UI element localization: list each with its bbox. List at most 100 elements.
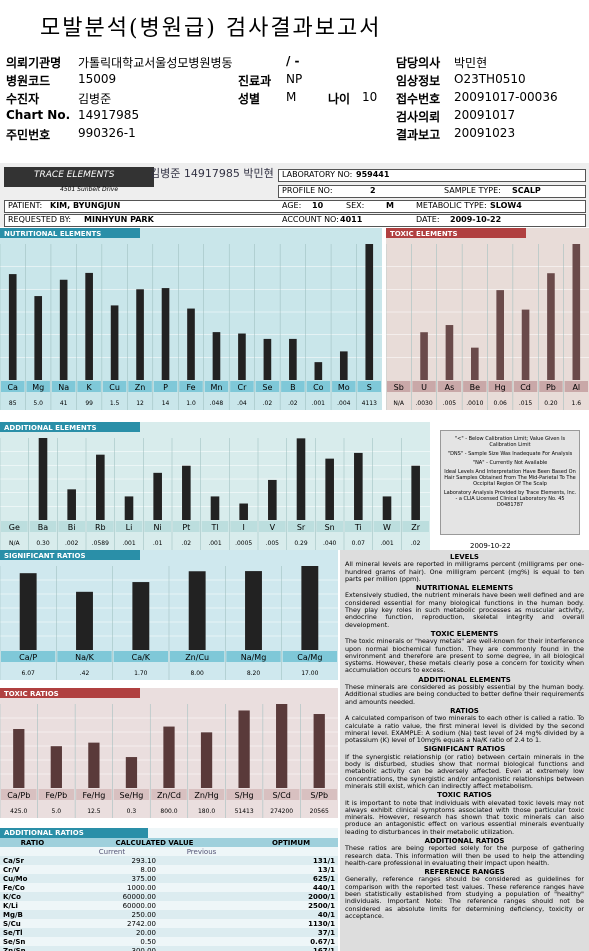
- title-band: [0, 688, 140, 698]
- bar: [289, 338, 297, 380]
- section-text: These ratios are being reported solely f…: [345, 844, 584, 867]
- element-value: .02: [182, 540, 192, 547]
- bar: [110, 305, 119, 380]
- element-value: .048: [210, 400, 224, 407]
- element-label: Cd: [520, 383, 531, 392]
- bar: [382, 496, 392, 520]
- element-value: .005: [266, 540, 280, 547]
- element-value: .02: [263, 400, 273, 407]
- element-label: Cu: [109, 383, 120, 392]
- bar: [239, 503, 248, 520]
- element-label: Ti: [354, 523, 362, 532]
- bar: [38, 438, 48, 520]
- element-label: Sr: [297, 523, 306, 532]
- section-heading: ADDITIONAL RATIOS: [424, 836, 505, 845]
- report-date: 2009-10-22: [470, 542, 511, 550]
- title-band: [386, 228, 526, 238]
- title-band: [0, 550, 140, 560]
- element-value: 425.0: [10, 808, 27, 815]
- element-value: .02: [288, 400, 298, 407]
- label-box: [387, 381, 411, 392]
- ratio-row: Cr/V 8.00 13/1: [0, 865, 338, 874]
- element-label: Co: [313, 383, 324, 392]
- previous-value: [159, 874, 244, 883]
- element-label: Mn: [210, 383, 222, 392]
- bar: [153, 472, 162, 520]
- label-box: [204, 381, 229, 392]
- chart-title: ADDITIONAL ELEMENTS: [4, 424, 97, 432]
- subheader: Previous: [186, 847, 217, 856]
- ratio-name: Zn/Sn: [3, 946, 26, 951]
- info-value: 김병준: [78, 92, 112, 106]
- bar: [238, 333, 246, 380]
- previous-value: [159, 856, 244, 865]
- field-value: 2: [370, 186, 376, 195]
- element-value: .0010: [466, 400, 483, 407]
- ratio-name: Cr/V: [3, 865, 20, 874]
- bar: [296, 438, 306, 520]
- label-box: [76, 789, 112, 800]
- element-value: .0030: [415, 400, 432, 407]
- element-value: 1.70: [134, 670, 148, 677]
- label-box: [1, 651, 56, 662]
- subheader-row: Current Previous: [0, 847, 338, 856]
- element-value: .01: [153, 540, 163, 547]
- bar: [238, 710, 250, 788]
- current-value: 20.00: [135, 928, 156, 937]
- previous-value: [159, 910, 244, 919]
- label-box: [564, 381, 588, 392]
- bar: [125, 757, 138, 788]
- ratio-name: Se/Tl: [3, 928, 23, 937]
- info-value: 가톨릭대학교서울성모병원병동: [78, 56, 233, 70]
- info-value: 14917985: [78, 108, 140, 122]
- info-value: 10: [362, 90, 378, 104]
- field-label: PROFILE NO:: [282, 186, 333, 195]
- element-value: 0.3: [127, 808, 137, 815]
- element-value: 0.07: [352, 540, 366, 547]
- element-label: Tl: [210, 523, 218, 532]
- label-box: [463, 381, 487, 392]
- element-label: As: [445, 383, 455, 392]
- element-label: Bi: [68, 523, 76, 532]
- bar: [471, 347, 479, 380]
- bar: [88, 742, 100, 788]
- section-text: These minerals are considered as possibl…: [345, 683, 584, 706]
- section-text: Generally, reference ranges should be co…: [345, 875, 584, 920]
- bar: [339, 351, 348, 380]
- section-heading: NUTRITIONAL ELEMENTS: [415, 584, 514, 593]
- chart-toxic_ratios: TOXIC RATIOS Ca/Pb 425.0 Fe/Pb 5.0 Fe/Hg 12.5 S…: [0, 688, 338, 818]
- element-value: 0.06: [494, 400, 508, 407]
- label-box: [357, 381, 381, 392]
- field-value: 2009-10-22: [450, 215, 502, 224]
- column-header: RATIO: [20, 838, 45, 847]
- label-box: [151, 789, 187, 800]
- previous-value: [159, 946, 244, 951]
- current-value: 250.00: [131, 910, 157, 919]
- label-box: [113, 651, 168, 662]
- previous-value: [159, 928, 244, 937]
- element-label: Ge: [9, 523, 20, 532]
- element-value: 5.0: [33, 400, 43, 407]
- element-value: .004: [337, 400, 351, 407]
- label-box: [57, 651, 112, 662]
- element-label: Pt: [182, 523, 190, 532]
- optimum: 40/1: [317, 910, 335, 919]
- bar: [182, 465, 191, 520]
- field-label: LABORATORY NO:: [282, 170, 353, 179]
- element-label: Ca: [7, 383, 18, 392]
- element-label: Ca/Mg: [297, 653, 322, 662]
- ratio-row: K/Co 60000.00 2000/1: [0, 892, 338, 901]
- element-value: 51413: [235, 808, 254, 815]
- element-value: 1.5: [110, 400, 120, 407]
- label-box: [230, 521, 257, 532]
- optimum: 2000/1: [308, 892, 335, 901]
- bar: [124, 496, 134, 520]
- title-band: [0, 228, 140, 238]
- chart-toxic: TOXIC ELEMENTS Sb N/A U .0030 As .005 Be .0010 Hg…: [386, 228, 589, 410]
- element-label: Ca/K: [132, 653, 151, 662]
- element-label: Hg: [495, 383, 506, 392]
- field-value: SLOW4: [490, 201, 522, 210]
- ratio-name: Fe/Co: [3, 883, 25, 892]
- ratio-name: Cu/Mo: [3, 874, 28, 883]
- label-box: [201, 521, 229, 532]
